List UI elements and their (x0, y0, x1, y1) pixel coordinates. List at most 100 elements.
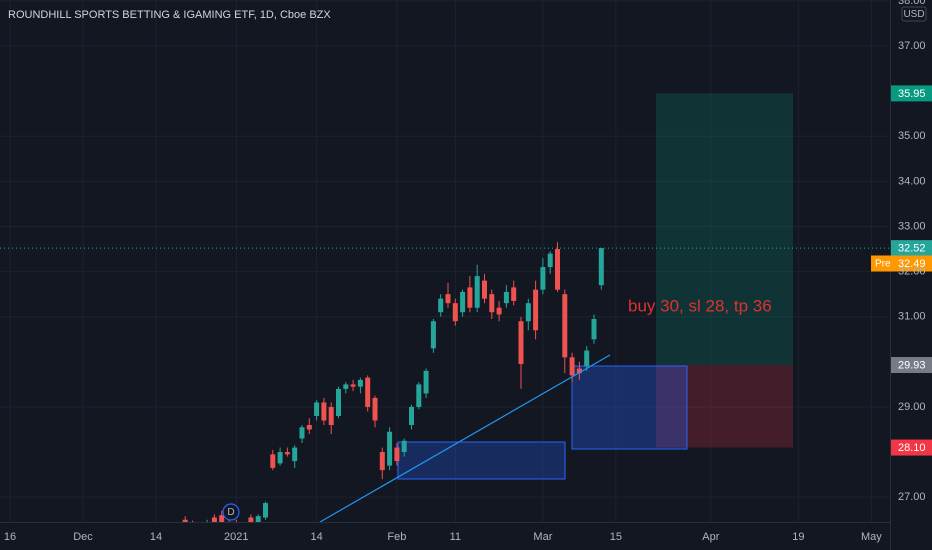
position-tool (656, 93, 793, 448)
candle-body (263, 503, 268, 518)
candle-body (482, 280, 487, 299)
candle-body (430, 321, 436, 349)
dividend-marker-label: D (227, 507, 234, 518)
candle-body (584, 350, 590, 367)
candle-body (423, 370, 429, 394)
candle-body (445, 294, 451, 304)
candle-body (292, 447, 298, 462)
premarket-box (871, 255, 932, 272)
candle-body (533, 289, 539, 331)
last-price-tag-box (891, 240, 932, 257)
candle-body (474, 276, 480, 308)
stop-price-tag-box (891, 439, 932, 456)
x-tick-label: 16 (4, 531, 16, 543)
candle-body (248, 517, 254, 522)
y-tick-label: 31.00 (898, 311, 926, 323)
y-tick-label: 38.00 (898, 0, 926, 7)
currency-box (901, 6, 927, 22)
y-tick-label: 29.00 (898, 401, 926, 413)
y-tick-label: 27.00 (898, 491, 926, 503)
candle-body (336, 388, 341, 416)
candle-body (467, 287, 473, 308)
candle-body (452, 303, 458, 322)
price-tags: 35.95 32.52 29.93 28.10 Pre 32.49 (871, 85, 932, 456)
x-tick-label: 14 (150, 531, 162, 543)
candle-body (569, 357, 575, 376)
target-price-tag: 35.95 (898, 88, 926, 100)
x-tick-label: Mar (533, 531, 552, 543)
candle-body (357, 379, 363, 387)
candle-body (416, 384, 422, 407)
x-tick-label: 14 (310, 531, 322, 543)
candle-body (401, 440, 407, 453)
candle-body (394, 447, 400, 462)
candle-body (255, 516, 261, 522)
candle-body (555, 249, 560, 290)
candle-body (350, 384, 356, 387)
x-tick-label: 2021 (224, 531, 248, 543)
entry-price-tag-box (891, 356, 932, 373)
candle-body (219, 515, 225, 522)
target-zone (656, 93, 793, 365)
candle-body (277, 452, 283, 464)
candle-body (489, 294, 495, 313)
y-tick-label: 32.00 (898, 266, 926, 278)
candle-body (372, 397, 378, 421)
chart-title: ROUNDHILL SPORTS BETTING & IGAMING ETF, … (8, 9, 331, 21)
x-tick-label: May (861, 531, 882, 543)
last-price-tag: 32.52 (898, 243, 926, 255)
candle-body (314, 402, 320, 416)
dividend-marker (222, 503, 240, 521)
candle-body (525, 303, 531, 322)
x-tick-label: Apr (702, 531, 719, 543)
x-tick-label: 15 (610, 531, 622, 543)
candles (182, 242, 604, 522)
x-tick-label: 19 (792, 531, 804, 543)
candle-body (387, 431, 393, 466)
candle-body (598, 248, 604, 286)
candle-body (365, 377, 371, 407)
entry-price-tag: 29.93 (898, 359, 926, 371)
candle-body (562, 294, 568, 358)
candle-body (306, 424, 312, 430)
candle-body (591, 318, 597, 340)
stop-zone (656, 364, 793, 448)
candle-body (321, 402, 327, 421)
candle-body (270, 454, 276, 468)
candle-body (328, 406, 334, 425)
y-tick-label: 34.00 (898, 175, 926, 187)
candle-body (409, 406, 414, 425)
trend-line (319, 354, 611, 523)
candle-body (547, 253, 553, 268)
candle-body (518, 321, 524, 365)
candle-body (496, 307, 502, 315)
stop-price-tag: 28.10 (898, 442, 926, 454)
candle-body (379, 452, 385, 471)
candle-body (343, 384, 349, 389)
candle-body (540, 267, 546, 290)
grid (0, 0, 890, 522)
annotation: buy 30, sl 28, tp 36 (628, 296, 772, 315)
premarket-price: 32.49 (898, 258, 926, 270)
y-tick-label: 37.00 (898, 40, 926, 52)
target-price-tag-box (891, 85, 932, 102)
candle-body (299, 427, 305, 439)
premarket-prefix: Pre (875, 259, 891, 270)
x-tick-label: Dec (73, 531, 93, 543)
candle-body (284, 452, 290, 455)
candle-body (511, 287, 517, 301)
zone-box (397, 441, 566, 480)
candle-body (503, 291, 509, 304)
candle-body (576, 368, 582, 374)
candle-body (211, 517, 217, 522)
candle-body (460, 291, 466, 313)
y-tick-label: 35.00 (898, 130, 926, 142)
candle-body (182, 519, 188, 522)
zone-box (571, 365, 688, 450)
candle-body (438, 298, 444, 313)
x-tick-label: 11 (450, 531, 461, 543)
currency: USD (903, 9, 924, 20)
